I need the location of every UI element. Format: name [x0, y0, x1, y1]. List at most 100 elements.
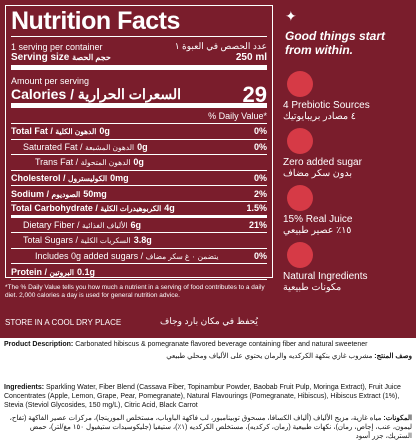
- dv-header: % Daily Value*: [11, 108, 267, 124]
- nutrient-row: Total Carbohydrate / الكربوهيدرات الكلية…: [11, 202, 267, 218]
- servings-ar: عدد الحصص في العبوة ١: [174, 41, 267, 51]
- daily-value: 1.5%: [246, 203, 267, 214]
- label-ar: الدهون المشبعة: [85, 142, 135, 152]
- serving-size: Serving size حجم الحصة 250 ml: [11, 52, 267, 70]
- title: Nutrition Facts: [11, 6, 267, 37]
- ingredients-label-en: Ingredients:: [4, 384, 45, 391]
- nutrient-row: Trans Fat / الدهون المتحولة 0g: [11, 155, 267, 171]
- label-ar: الألياف الغذائية: [82, 220, 128, 230]
- feature-icon: [287, 71, 313, 97]
- label-ar: الدهون المتحولة: [80, 158, 131, 168]
- ingredients-ar: المكونات: مياه غازية، مزيج الألياف (أليا…: [4, 414, 412, 441]
- calories-ar: السعرات الحرارية: [77, 86, 181, 102]
- label-en: Includes 0g added sugars /: [35, 251, 144, 262]
- feature-ar: بدون سكر مضاف: [283, 168, 352, 179]
- label-ar: الكوليسترول: [68, 174, 108, 184]
- features-column: ✦ Good things start from within. 4 Prebi…: [283, 8, 413, 299]
- label-en: Saturated Fat /: [23, 141, 83, 152]
- feature: 4 Prebiotic Sources ٤ مصادر بريبايوتيك: [283, 71, 413, 122]
- daily-value: 0%: [253, 251, 267, 262]
- feature: Natural Ingredients مكونات طبيعية: [283, 242, 413, 293]
- nutrient-label: Total Fat / الدهون الكلية: [11, 126, 96, 136]
- nutrient-row: Dietary Fiber / الألياف الغذائية 6g 21%: [11, 218, 267, 234]
- daily-value: 21%: [248, 219, 267, 230]
- label-en: Dietary Fiber /: [23, 219, 80, 230]
- nutrient-row: Includes 0g added sugars / يتضمن ٠ غ سكر…: [11, 249, 267, 265]
- amount: 6g: [130, 219, 141, 230]
- feature-ar: مكونات طبيعية: [283, 282, 342, 293]
- footnote: *The % Daily Value tells you how much a …: [5, 284, 265, 299]
- feature-en: 4 Prebiotic Sources: [283, 100, 370, 111]
- feature-en: 15% Real Juice: [283, 214, 353, 225]
- ingredients-text-ar: مياه غازية، مزيج الألياف (ألياف الكسافا،…: [9, 415, 412, 440]
- label-panel: Nutrition Facts 1 serving per container ع…: [0, 0, 416, 338]
- ingredients-label-ar: المكونات:: [383, 415, 412, 422]
- storage-en: STORE IN A COOL DRY PLACE: [5, 318, 122, 327]
- features: 4 Prebiotic Sources ٤ مصادر بريبايوتيك Zer…: [283, 71, 413, 293]
- amount: 50mg: [83, 188, 107, 199]
- feature-en: Zero added sugar: [283, 157, 362, 168]
- label-en: Total Fat /: [11, 126, 53, 137]
- daily-value: 0%: [253, 126, 267, 137]
- servings: 1 serving per container عدد الحصص في العب…: [11, 41, 267, 52]
- nutrient-row: Protein / البروتين 0.1g: [11, 264, 267, 280]
- feature-en: Natural Ingredients: [283, 271, 368, 282]
- amount: 0.1g: [76, 266, 95, 277]
- nutrient-label: Total Carbohydrate / الكربوهيدرات الكلية: [11, 203, 161, 213]
- tagline: Good things start from within.: [285, 29, 385, 57]
- nutrient-row: Total Fat / الدهون الكلية 0g 0%: [11, 124, 267, 140]
- serving-size-en: Serving size: [11, 52, 70, 63]
- nutrient-row: Sodium / الصوديوم 50mg 2%: [11, 186, 267, 202]
- calories-value: 29: [242, 81, 267, 107]
- nutrient-row: Cholesterol / الكوليسترول 0mg 0%: [11, 171, 267, 187]
- label-ar: الصوديوم: [51, 189, 81, 199]
- nutrient-label: Saturated Fat / الدهون المشبعة: [23, 142, 134, 152]
- details: Product Description: Carbonated hibiscus…: [0, 340, 416, 441]
- nutrient-label: Protein / البروتين: [11, 267, 74, 277]
- label-en: Total Sugars /: [23, 235, 79, 246]
- nutrient-row: Saturated Fat / الدهون المشبعة 0g 0%: [11, 140, 267, 156]
- nutrient-label: Trans Fat / الدهون المتحولة: [35, 157, 130, 167]
- description-text-ar: مشروب غازي بنكهة الكركديه والرمان يحتوي …: [166, 353, 373, 360]
- storage-ar: يُحفظ في مكان بارد وجاف: [160, 316, 258, 326]
- amount: 4g: [164, 203, 175, 214]
- amount: 0g: [133, 157, 144, 168]
- nutrient-label: Total Sugars / السكريات الكلية: [23, 235, 131, 245]
- calories: Calories / السعرات الحرارية 29: [11, 82, 267, 108]
- daily-value: 0%: [253, 173, 267, 184]
- label-en: Protein /: [11, 266, 48, 277]
- nutrient-label: Includes 0g added sugars / يتضمن ٠ غ سكر…: [35, 251, 218, 261]
- feature-icon: [287, 242, 313, 268]
- amount: 0g: [99, 126, 110, 137]
- sparkle: ✦: [285, 8, 297, 24]
- nutrition-facts: Nutrition Facts 1 serving per container ع…: [5, 5, 273, 280]
- amount: 0mg: [110, 173, 129, 184]
- ingredients-text-en: Sparkling Water, Fiber Blend (Cassava Fi…: [4, 384, 401, 409]
- serving-size-value: 250 ml: [235, 52, 267, 63]
- calories-en: Calories /: [11, 86, 75, 102]
- feature-icon: [287, 185, 313, 211]
- description-en: Product Description: Carbonated hibiscus…: [4, 340, 412, 349]
- description-ar: وصف المنتج: مشروب غازي بنكهة الكركديه وا…: [4, 352, 412, 361]
- feature-ar: ١٥٪ عصير طبيعي: [283, 225, 352, 236]
- nutrient-row: Total Sugars / السكريات الكلية 3.8g: [11, 233, 267, 249]
- serving-size-ar: حجم الحصة: [72, 53, 111, 62]
- feature-ar: ٤ مصادر بريبايوتيك: [283, 111, 356, 122]
- nutrient-label: Cholesterol / الكوليسترول: [11, 173, 107, 183]
- label-en: Trans Fat /: [35, 157, 79, 168]
- label-en: Cholesterol /: [11, 173, 66, 184]
- label-ar: الكربوهيدرات الكلية: [100, 204, 162, 214]
- feature: Zero added sugar بدون سكر مضاف: [283, 128, 413, 179]
- nutrient-label: Sodium / الصوديوم: [11, 189, 80, 199]
- label-ar: البروتين: [49, 267, 74, 277]
- description-text-en: Carbonated hibiscus & pomegranate flavor…: [75, 341, 368, 348]
- description-label-en: Product Description:: [4, 341, 74, 348]
- description-label-ar: وصف المنتج:: [374, 353, 412, 360]
- label-en: Total Carbohydrate /: [11, 203, 98, 214]
- nutrient-label: Dietary Fiber / الألياف الغذائية: [23, 220, 127, 230]
- amount: 3.8g: [133, 235, 152, 246]
- daily-value: 2%: [253, 188, 267, 199]
- servings-en: 1 serving per container: [11, 41, 103, 52]
- amount: 0g: [137, 141, 148, 152]
